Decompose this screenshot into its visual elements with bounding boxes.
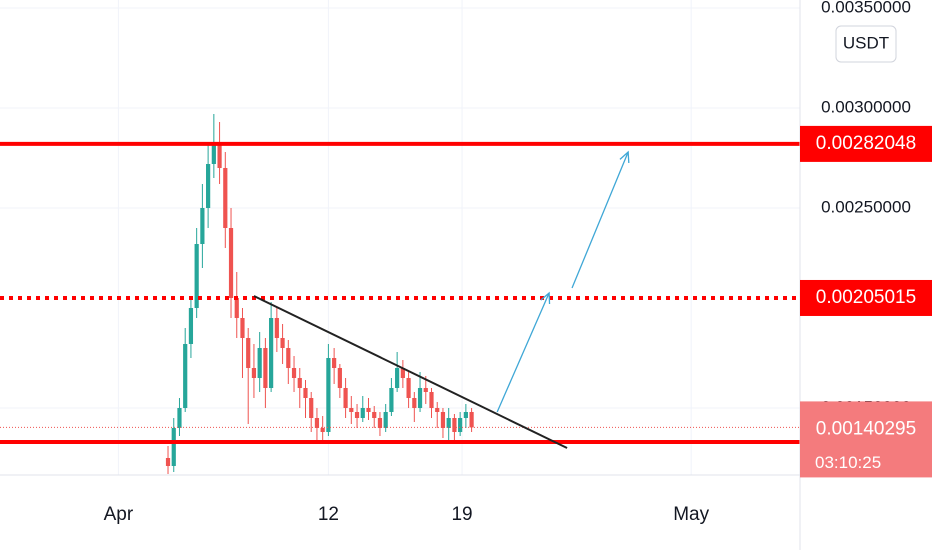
- candle-body: [240, 318, 245, 338]
- candle-body: [389, 388, 394, 412]
- candle-body: [366, 408, 371, 412]
- candle-body: [171, 428, 176, 466]
- projection-line: [496, 292, 550, 413]
- candle-body: [177, 408, 182, 428]
- countdown-label: 03:10:25: [815, 453, 881, 472]
- candle-body: [206, 164, 211, 208]
- candle-body: [314, 418, 320, 428]
- candle-body: [423, 388, 428, 392]
- candle-body: [440, 412, 446, 428]
- candle-body: [165, 458, 171, 466]
- candle-body: [320, 428, 325, 432]
- candle-body: [349, 408, 354, 412]
- candle-body: [406, 378, 411, 398]
- arrow-head: [619, 150, 630, 164]
- candle-body: [183, 344, 188, 408]
- candle-body: [377, 418, 383, 428]
- candle-body: [383, 412, 388, 428]
- candle-body: [412, 398, 417, 408]
- candle-body: [194, 244, 199, 308]
- candle-body: [400, 368, 405, 378]
- plot-area: [0, 0, 800, 475]
- candle-body: [429, 392, 434, 408]
- candle-body: [395, 368, 400, 388]
- level-badge: [800, 125, 932, 162]
- level-badge: [800, 279, 932, 316]
- x-tick-label: May: [673, 504, 709, 525]
- candle-body: [211, 144, 216, 164]
- price-axis: 0.003500000.003000000.002500000.00150000…: [800, 0, 932, 478]
- candle-body: [469, 412, 474, 428]
- trend-line: [253, 295, 568, 449]
- candle-body: [246, 338, 251, 368]
- projection-line: [571, 151, 629, 289]
- candle-body: [263, 348, 268, 388]
- candle-body: [446, 418, 451, 428]
- y-tick-label: 0.00350000: [821, 0, 911, 16]
- x-tick-label: 12: [318, 504, 339, 525]
- x-tick-label: 19: [451, 504, 472, 525]
- candle-body: [188, 308, 194, 344]
- candle-body: [417, 388, 423, 408]
- candle-body: [200, 208, 205, 244]
- candle-body: [257, 348, 262, 378]
- candle-body: [297, 378, 302, 388]
- candle-body: [234, 298, 239, 318]
- candle-body: [280, 338, 285, 348]
- candle-body: [354, 412, 360, 418]
- candle-body: [269, 318, 274, 388]
- candle-body: [251, 368, 257, 378]
- candle-body: [372, 412, 377, 418]
- candle-body: [217, 144, 222, 168]
- candle-body: [435, 408, 440, 412]
- candle-body: [274, 318, 279, 338]
- candle-body: [343, 388, 348, 408]
- candle-body: [463, 412, 468, 418]
- level-label: 0.00205015: [816, 287, 916, 308]
- y-tick-label: 0.00250000: [821, 197, 911, 216]
- x-tick-label: Apr: [104, 504, 134, 525]
- currency-label[interactable]: USDT: [843, 33, 889, 52]
- y-tick-label: 0.00300000: [821, 97, 911, 116]
- candle-body: [228, 228, 234, 298]
- candle-body: [452, 418, 457, 432]
- candle-body: [309, 398, 314, 418]
- level-label: 0.00282048: [816, 133, 916, 154]
- candle-body: [223, 168, 228, 228]
- candle-body: [291, 368, 297, 378]
- last-price-badge: [800, 401, 932, 478]
- arrow-head: [540, 291, 551, 305]
- candle-body: [286, 348, 291, 368]
- last-price-label: 0.00140295: [816, 418, 916, 439]
- candle-body: [332, 358, 337, 368]
- candle-body: [303, 388, 308, 398]
- candle-body: [337, 368, 342, 388]
- candle-body: [360, 408, 365, 418]
- candle-body: [458, 418, 463, 432]
- candle-body: [326, 358, 331, 432]
- currency-button[interactable]: [835, 25, 897, 63]
